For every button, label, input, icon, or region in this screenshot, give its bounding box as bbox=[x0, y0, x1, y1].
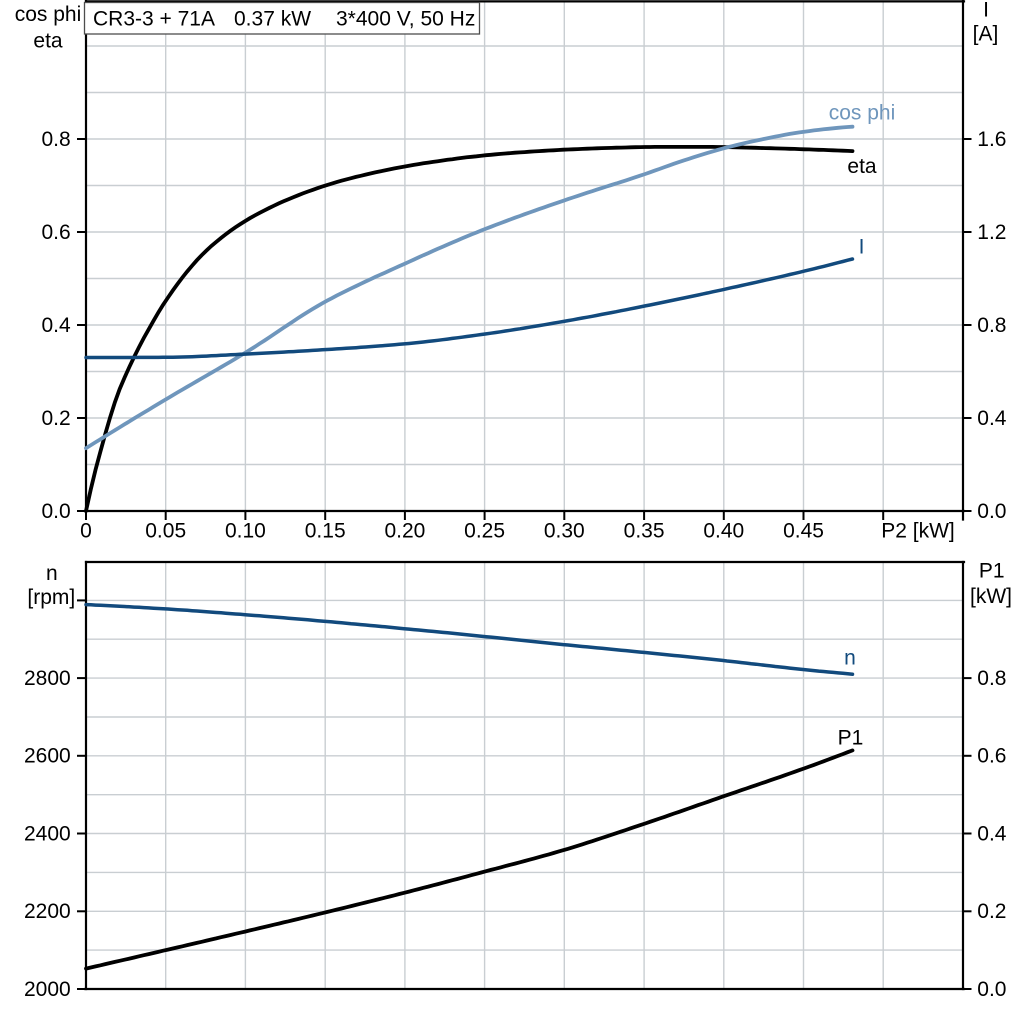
svg-text:n: n bbox=[844, 647, 856, 670]
svg-text:0.6: 0.6 bbox=[977, 745, 1006, 768]
svg-text:cos phi: cos phi bbox=[829, 101, 896, 124]
svg-text:P1: P1 bbox=[979, 560, 1005, 583]
svg-text:2600: 2600 bbox=[24, 745, 71, 768]
svg-text:0.4: 0.4 bbox=[977, 822, 1007, 845]
svg-text:0.2: 0.2 bbox=[977, 900, 1006, 923]
svg-text:I: I bbox=[983, 0, 989, 22]
svg-text:0.45: 0.45 bbox=[783, 519, 824, 542]
svg-text:0.4: 0.4 bbox=[41, 314, 71, 337]
svg-text:0: 0 bbox=[80, 519, 92, 542]
svg-text:P1: P1 bbox=[838, 727, 864, 750]
svg-text:cos phi: cos phi bbox=[15, 3, 82, 26]
svg-text:I: I bbox=[859, 236, 865, 259]
svg-text:2000: 2000 bbox=[24, 978, 71, 1001]
svg-text:2800: 2800 bbox=[24, 667, 71, 690]
svg-text:0.15: 0.15 bbox=[305, 519, 346, 542]
svg-text:0.8: 0.8 bbox=[977, 314, 1006, 337]
svg-text:0.20: 0.20 bbox=[384, 519, 425, 542]
svg-text:P2 [kW]: P2 [kW] bbox=[881, 519, 955, 542]
svg-text:0.10: 0.10 bbox=[225, 519, 266, 542]
svg-text:0.0: 0.0 bbox=[977, 500, 1006, 523]
svg-text:0.05: 0.05 bbox=[145, 519, 186, 542]
svg-text:[rpm]: [rpm] bbox=[27, 586, 75, 609]
svg-text:0.4: 0.4 bbox=[977, 407, 1007, 430]
svg-text:2200: 2200 bbox=[24, 900, 71, 923]
svg-text:[A]: [A] bbox=[973, 23, 999, 46]
svg-text:0.0: 0.0 bbox=[41, 500, 70, 523]
svg-text:0.6: 0.6 bbox=[41, 221, 70, 244]
svg-text:0.2: 0.2 bbox=[41, 407, 70, 430]
svg-text:0.40: 0.40 bbox=[703, 519, 744, 542]
svg-text:eta: eta bbox=[847, 155, 877, 178]
svg-text:n: n bbox=[46, 562, 58, 585]
svg-text:0.8: 0.8 bbox=[41, 128, 70, 151]
svg-text:0.8: 0.8 bbox=[977, 667, 1006, 690]
svg-text:0.35: 0.35 bbox=[624, 519, 665, 542]
svg-text:2400: 2400 bbox=[24, 822, 71, 845]
svg-text:eta: eta bbox=[33, 29, 63, 52]
svg-text:1.2: 1.2 bbox=[977, 221, 1006, 244]
svg-text:0.0: 0.0 bbox=[977, 978, 1006, 1001]
svg-text:0.30: 0.30 bbox=[544, 519, 585, 542]
svg-text:[kW]: [kW] bbox=[970, 585, 1012, 608]
svg-text:0.25: 0.25 bbox=[464, 519, 505, 542]
svg-text:1.6: 1.6 bbox=[977, 128, 1006, 151]
